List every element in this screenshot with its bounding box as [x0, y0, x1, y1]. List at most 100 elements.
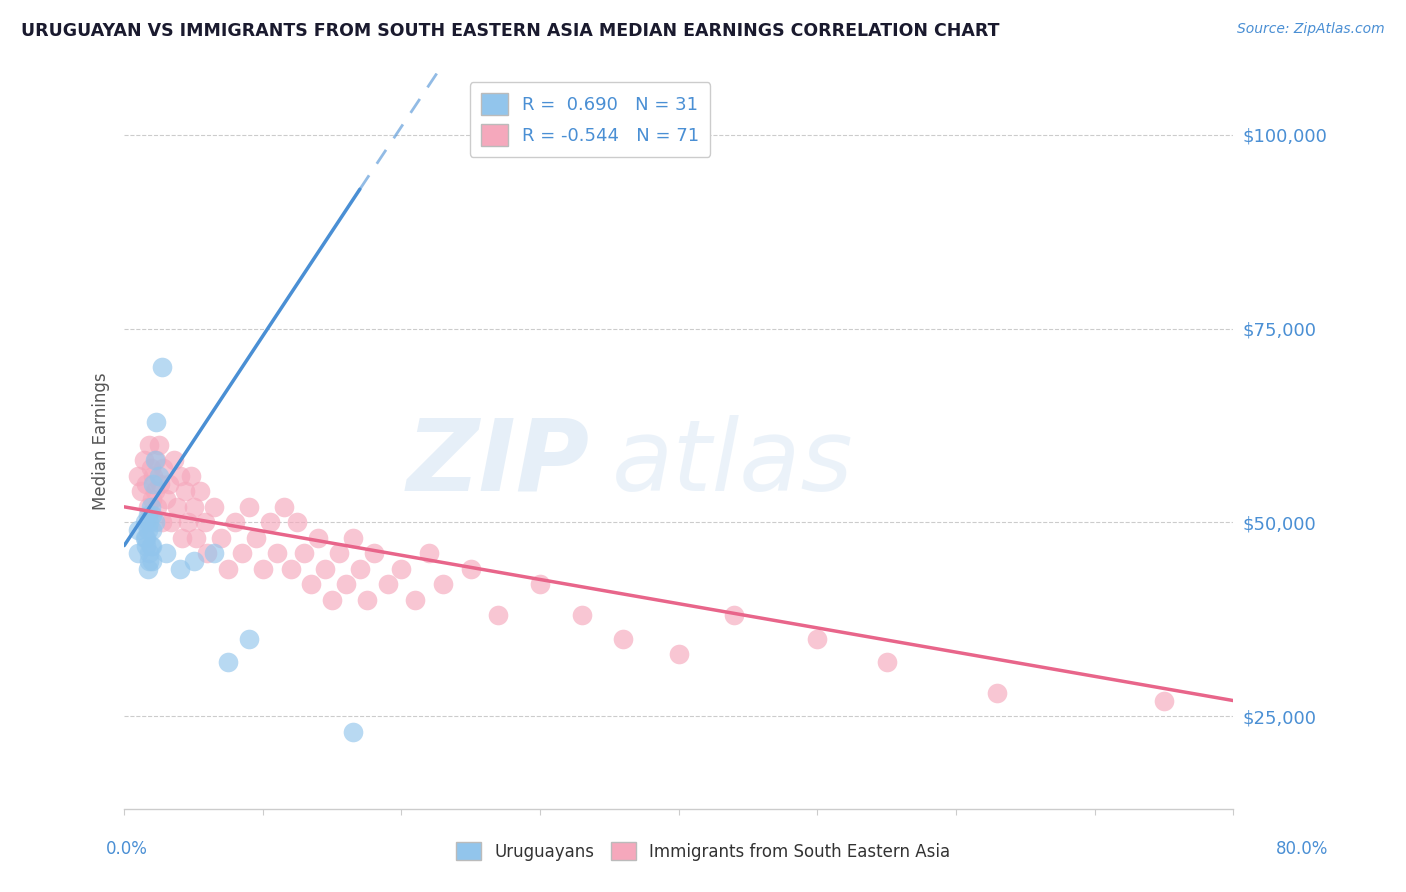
Point [986, 686, 1008, 700]
Point [180, 468, 202, 483]
Point [294, 546, 316, 560]
Point [157, 476, 180, 491]
Point [134, 516, 156, 530]
Point [141, 508, 163, 522]
Point [231, 546, 253, 560]
Point [460, 562, 482, 576]
Text: URUGUAYAN VS IMMIGRANTS FROM SOUTH EASTERN ASIA MEDIAN EARNINGS CORRELATION CHAR: URUGUAYAN VS IMMIGRANTS FROM SOUTH EASTE… [21, 22, 1000, 40]
Point [299, 577, 322, 591]
Point [160, 516, 183, 530]
Point [529, 577, 551, 591]
Point [166, 500, 188, 514]
Point [183, 554, 205, 568]
Point [668, 647, 690, 661]
Text: 0.0%: 0.0% [105, 840, 148, 858]
Point [127, 546, 149, 560]
Point [136, 500, 159, 514]
Point [571, 608, 593, 623]
Legend: Uruguayans, Immigrants from South Eastern Asia: Uruguayans, Immigrants from South Easter… [449, 836, 957, 868]
Point [273, 500, 295, 514]
Point [148, 438, 170, 452]
Point [139, 500, 162, 514]
Point [183, 500, 205, 514]
Point [155, 492, 177, 507]
Text: Source: ZipAtlas.com: Source: ZipAtlas.com [1237, 22, 1385, 37]
Point [217, 562, 239, 576]
Point [139, 461, 162, 475]
Point [138, 554, 160, 568]
Point [432, 577, 454, 591]
Point [150, 360, 173, 375]
Point [806, 632, 828, 646]
Point [194, 516, 217, 530]
Point [202, 500, 225, 514]
Text: 80.0%: 80.0% [1277, 840, 1329, 858]
Point [134, 531, 156, 545]
Point [132, 453, 155, 467]
Point [136, 508, 159, 522]
Point [172, 531, 194, 545]
Point [245, 531, 267, 545]
Point [163, 453, 186, 467]
Point [135, 476, 157, 491]
Point [142, 476, 165, 491]
Point [321, 592, 343, 607]
Point [143, 453, 166, 467]
Point [186, 531, 208, 545]
Point [314, 562, 336, 576]
Point [391, 562, 413, 576]
Point [141, 523, 163, 537]
Point [488, 608, 510, 623]
Point [152, 461, 174, 475]
Point [149, 476, 172, 491]
Point [259, 516, 281, 530]
Point [876, 655, 898, 669]
Point [238, 500, 260, 514]
Point [155, 546, 177, 560]
Point [174, 484, 197, 499]
Point [142, 468, 165, 483]
Point [136, 562, 159, 576]
Point [266, 546, 288, 560]
Point [143, 484, 166, 499]
Point [238, 632, 260, 646]
Point [349, 562, 371, 576]
Point [224, 516, 246, 530]
Point [342, 531, 364, 545]
Point [148, 468, 170, 483]
Point [418, 546, 440, 560]
Point [127, 468, 149, 483]
Point [307, 531, 329, 545]
Point [169, 468, 191, 483]
Point [138, 546, 160, 560]
Point [145, 415, 167, 429]
Point [138, 516, 160, 530]
Point [723, 608, 745, 623]
Point [141, 539, 163, 553]
Text: atlas: atlas [612, 415, 853, 512]
Point [356, 592, 378, 607]
Point [335, 577, 357, 591]
Point [135, 539, 157, 553]
Point [342, 724, 364, 739]
Point [612, 632, 634, 646]
Point [141, 554, 163, 568]
Point [146, 500, 169, 514]
Point [169, 562, 191, 576]
Point [209, 531, 232, 545]
Point [129, 484, 152, 499]
Point [135, 531, 157, 545]
Point [127, 523, 149, 537]
Text: ZIP: ZIP [406, 415, 591, 512]
Point [377, 577, 399, 591]
Point [139, 539, 162, 553]
Point [177, 516, 200, 530]
Point [138, 438, 160, 452]
Point [363, 546, 385, 560]
Point [150, 516, 173, 530]
Point [197, 546, 219, 560]
Point [202, 546, 225, 560]
Point [280, 562, 302, 576]
Y-axis label: Median Earnings: Median Earnings [93, 372, 110, 510]
Point [404, 592, 426, 607]
